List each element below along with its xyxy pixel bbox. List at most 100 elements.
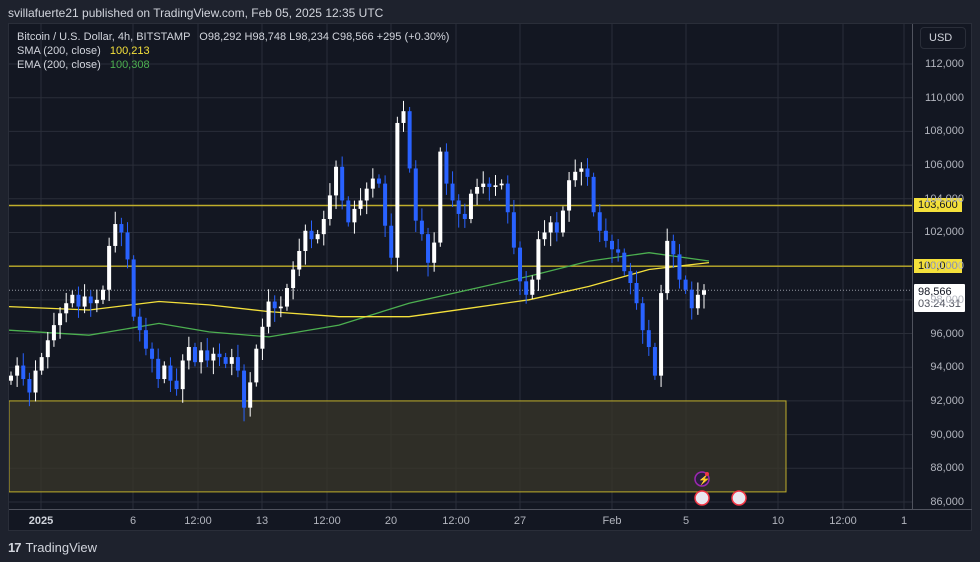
candle: [321, 210, 326, 246]
candle: [505, 175, 510, 224]
candle: [137, 308, 142, 342]
candle: [192, 342, 197, 367]
candle: [597, 203, 602, 243]
candle: [499, 179, 504, 190]
candle: [340, 156, 345, 210]
legend-ema-row[interactable]: EMA (200, close) 100,308: [17, 58, 449, 72]
time-tick: 10: [771, 515, 785, 527]
candle: [327, 183, 332, 226]
price-axis[interactable]: USD 103,600 100,000 98,566 03:24:31 112,…: [912, 24, 972, 509]
candle: [518, 241, 523, 295]
price-tick: 110,000: [925, 91, 964, 104]
candle: [199, 342, 204, 374]
us-economic-event-icon[interactable]: [694, 490, 710, 506]
candle: [548, 216, 553, 247]
currency-button[interactable]: USD: [920, 27, 966, 49]
candle: [579, 162, 584, 186]
candle: [254, 344, 259, 387]
candle: [616, 239, 621, 262]
time-tick: 12:00: [313, 515, 341, 527]
time-tick: 12:00: [184, 515, 212, 527]
candle: [205, 338, 210, 368]
candle: [223, 352, 228, 369]
candle: [143, 317, 148, 356]
candle: [511, 199, 516, 255]
candle: [370, 168, 375, 198]
candle: [426, 227, 431, 277]
candle: [536, 230, 541, 291]
last-price-label: 98,566 03:24:31: [914, 284, 965, 312]
candle: [671, 234, 676, 269]
tradingview-logo-icon: 17: [8, 540, 22, 555]
price-tick: 94,000: [930, 361, 964, 374]
candle: [383, 175, 388, 238]
time-tick: 6: [129, 515, 137, 527]
candle: [217, 343, 222, 367]
candle: [113, 211, 118, 253]
candle: [364, 182, 369, 215]
candle: [334, 160, 339, 210]
candle: [524, 271, 529, 304]
us-economic-event-icon[interactable]: [731, 490, 747, 506]
price-tick: 88,000: [930, 462, 964, 475]
symbol-name[interactable]: Bitcoin / U.S. Dollar, 4h, BITSTAMP: [17, 31, 191, 43]
candle: [659, 284, 664, 387]
svg-text:⚡: ⚡: [698, 473, 710, 486]
candle: [438, 147, 443, 247]
candle: [33, 360, 38, 402]
candle: [610, 234, 615, 263]
chart-container[interactable]: ⚡ Bitcoin / U.S. Dollar, 4h, BITSTAMP O9…: [8, 23, 972, 531]
time-tick: 1: [900, 515, 908, 527]
candle: [27, 372, 32, 407]
price-tick: 108,000: [924, 125, 964, 138]
candle: [376, 174, 381, 188]
candle: [45, 332, 50, 369]
candle: [180, 354, 185, 403]
price-tick: 100,000: [924, 260, 964, 273]
chart-plot-area[interactable]: ⚡ Bitcoin / U.S. Dollar, 4h, BITSTAMP O9…: [9, 24, 912, 509]
candle: [58, 307, 63, 339]
candle: [39, 352, 44, 375]
candle: [186, 336, 191, 370]
candle: [70, 290, 75, 308]
candle: [695, 282, 700, 315]
candle: [542, 220, 547, 246]
ohlc-values: O98,292 H98,748 L98,234 C98,566 +295 (+0…: [199, 31, 450, 43]
price-tick: 102,000: [924, 226, 964, 239]
candle: [76, 286, 81, 318]
footer: 17 TradingView: [8, 540, 97, 555]
bar-countdown: 03:24:31: [918, 298, 961, 310]
candle: [554, 212, 559, 242]
candle: [468, 189, 473, 224]
sma-value: 100,213: [109, 45, 150, 57]
candle: [125, 222, 130, 269]
time-axis[interactable]: 2025 6 12:00 13 12:00 20 12:00 27 Feb 5 10 12:00 1: [9, 509, 972, 531]
ema-label: EMA (200, close): [17, 59, 101, 71]
candle: [248, 372, 253, 417]
candle: [278, 296, 283, 318]
candle: [585, 158, 590, 186]
candle: [456, 194, 461, 228]
time-tick: 5: [682, 515, 690, 527]
last-price-value: 98,566: [918, 286, 952, 298]
time-tick: 27: [513, 515, 527, 527]
legend-sma-row[interactable]: SMA (200, close) 100,213: [17, 44, 449, 58]
candle: [419, 208, 424, 241]
time-tick: 12:00: [829, 515, 857, 527]
candle: [591, 172, 596, 217]
news-event-icon[interactable]: [694, 471, 710, 487]
candle: [315, 229, 320, 244]
price-tick: 104,000: [924, 192, 964, 205]
candle: [266, 289, 271, 334]
candlestick-chart[interactable]: ⚡: [9, 24, 912, 509]
publisher-info: svillafuerte21 published on TradingView.…: [8, 6, 384, 20]
candle: [395, 116, 400, 272]
candle: [291, 261, 296, 300]
candle: [88, 290, 93, 317]
candle: [622, 248, 627, 276]
candle: [107, 237, 112, 302]
candle: [150, 342, 155, 373]
candle: [444, 143, 449, 195]
candle: [211, 347, 216, 375]
candle: [272, 295, 277, 322]
